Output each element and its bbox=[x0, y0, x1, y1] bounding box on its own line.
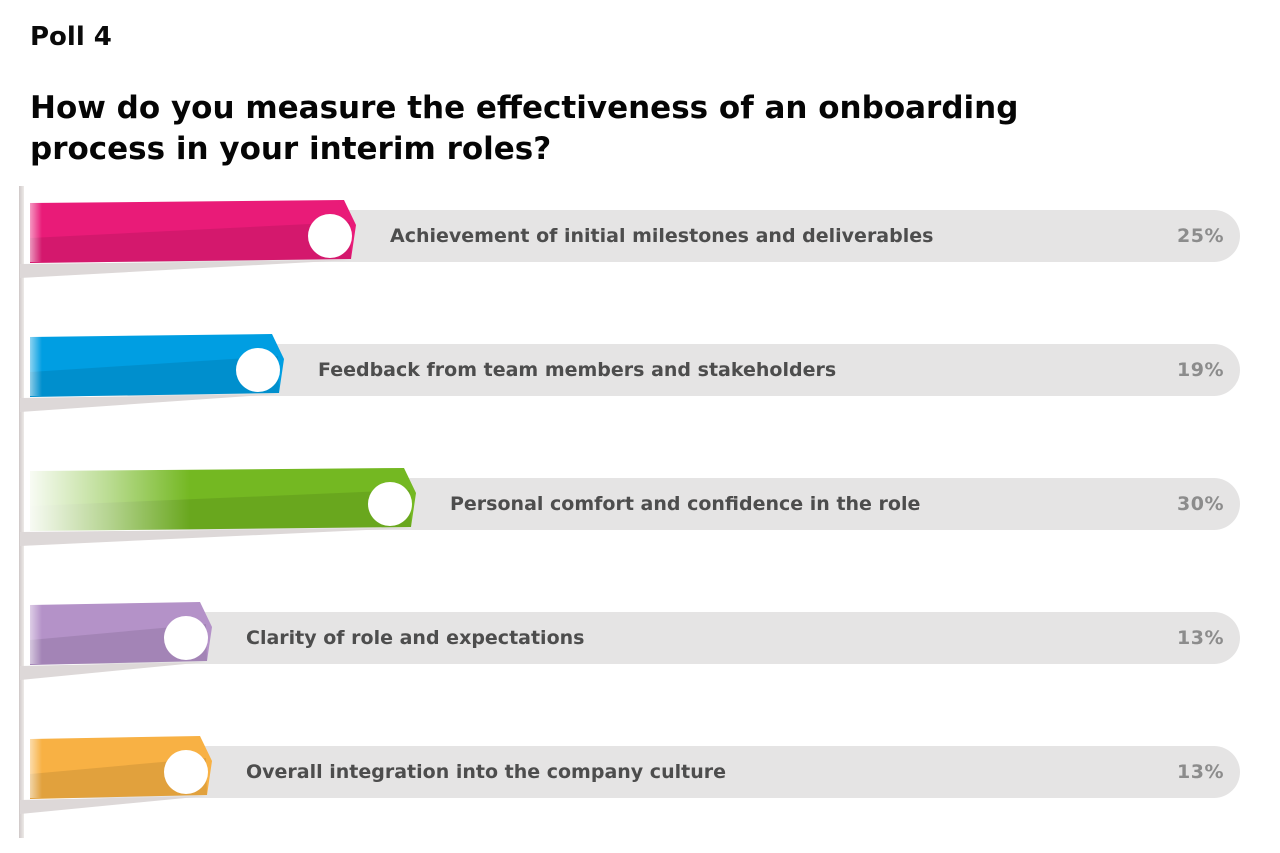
bar-category-label: Overall integration into the company cul… bbox=[246, 761, 726, 783]
poll-number-label: Poll 4 bbox=[30, 22, 112, 52]
bar-left-fade bbox=[30, 737, 42, 798]
poll-question-title: How do you measure the effectiveness of … bbox=[30, 90, 1019, 168]
bar-shape bbox=[20, 468, 416, 546]
bar-value-label: 19% bbox=[1177, 359, 1224, 381]
poll-bar-row-4: Overall integration into the company cul… bbox=[0, 717, 1280, 827]
bar-track: Overall integration into the company cul… bbox=[33, 746, 1240, 798]
bar-shadow-wedge bbox=[20, 662, 206, 680]
bar-end-circle bbox=[308, 214, 352, 258]
bar-category-label: Personal comfort and confidence in the r… bbox=[450, 493, 921, 515]
bar-shadow-wedge bbox=[20, 394, 278, 412]
bar-fill bbox=[30, 602, 212, 665]
bar-shadow-wedge bbox=[20, 260, 350, 278]
bar-category-label: Clarity of role and expectations bbox=[246, 627, 585, 649]
poll-bar-row-3: Clarity of role and expectations 13% bbox=[0, 583, 1280, 693]
poll-bar-row-2: Personal comfort and confidence in the r… bbox=[0, 449, 1280, 559]
bar-bottom-shade bbox=[30, 222, 351, 263]
poll-results-chart: Achievement of initial milestones and de… bbox=[0, 170, 1280, 853]
bar-left-fade bbox=[30, 468, 190, 531]
poll-bar-row-1: Feedback from team members and stakehold… bbox=[0, 315, 1280, 425]
bar-end-circle bbox=[236, 348, 280, 392]
bar-value-label: 13% bbox=[1177, 761, 1224, 783]
bar-category-label: Feedback from team members and stakehold… bbox=[318, 359, 837, 381]
bar-shape bbox=[20, 334, 284, 412]
poll-bar-row-0: Achievement of initial milestones and de… bbox=[0, 181, 1280, 291]
bar-bottom-shade bbox=[30, 758, 207, 799]
bar-end-circle bbox=[164, 616, 208, 660]
y-axis-line bbox=[19, 186, 24, 838]
bar-left-fade bbox=[30, 201, 42, 262]
bar-shape bbox=[20, 736, 212, 814]
bar-left-fade bbox=[30, 335, 42, 396]
bar-value-label: 30% bbox=[1177, 493, 1224, 515]
bar-bottom-shade bbox=[30, 356, 279, 397]
bar-fill bbox=[30, 334, 284, 397]
bar-end-circle bbox=[368, 482, 412, 526]
bar-end-circle bbox=[164, 750, 208, 794]
bar-shadow-wedge bbox=[20, 528, 410, 546]
bar-shadow-wedge bbox=[20, 796, 206, 814]
bar-shape bbox=[20, 602, 212, 680]
bar-category-label: Achievement of initial milestones and de… bbox=[390, 225, 934, 247]
bar-bottom-shade bbox=[30, 624, 207, 665]
bar-value-label: 13% bbox=[1177, 627, 1224, 649]
bar-value-label: 25% bbox=[1177, 225, 1224, 247]
bar-track: Clarity of role and expectations 13% bbox=[33, 612, 1240, 664]
bar-left-fade bbox=[30, 603, 42, 664]
bar-fill bbox=[30, 736, 212, 799]
bar-fill bbox=[30, 200, 356, 263]
bar-shape bbox=[20, 200, 356, 278]
